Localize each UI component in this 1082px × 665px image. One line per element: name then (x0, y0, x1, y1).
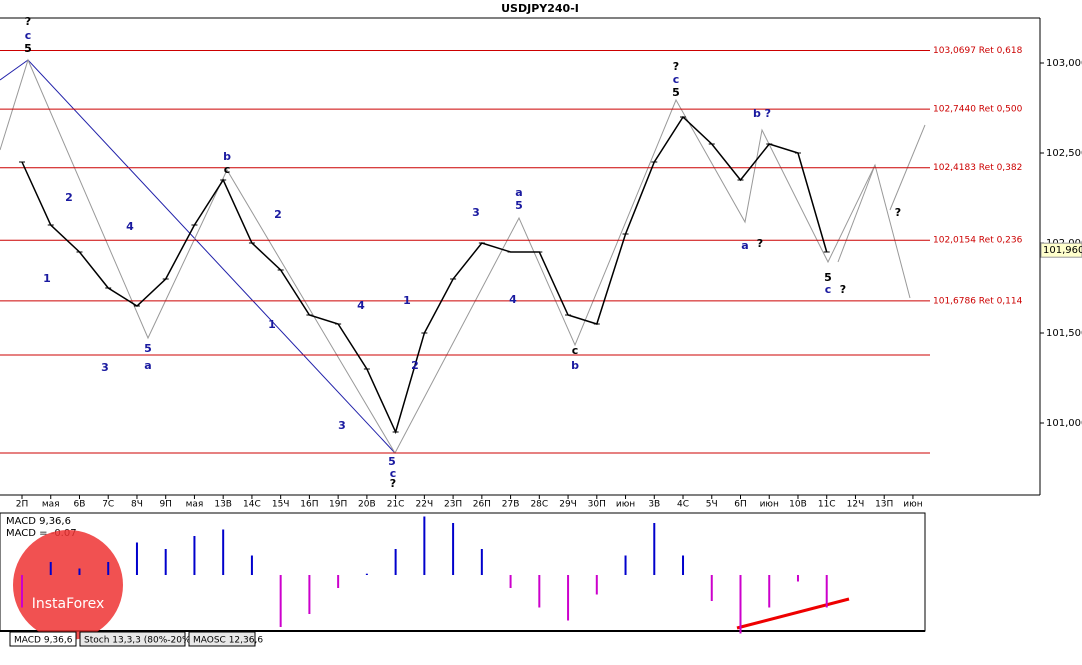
wave-label: c (25, 29, 32, 42)
wave-label: 5 (672, 86, 680, 99)
y-tick-label: 101,000 (1046, 418, 1082, 429)
macd-title: MACD 9,36,6 (6, 516, 71, 527)
wave-label: 5 (144, 342, 152, 355)
wave-label: c (390, 467, 397, 480)
wave-label: b (571, 359, 579, 372)
macd-caption: MACD = -0.07 (6, 528, 77, 539)
x-tick-label: 9П (159, 500, 172, 510)
tab-label: MAOSC 12,36,6 (193, 636, 263, 646)
x-tick-label: 23П (444, 500, 462, 510)
fib-label: 102,0154 Ret 0,236 (933, 236, 1023, 246)
zigzag (837, 164, 876, 263)
wave-label: c (224, 163, 231, 176)
chart-title: USDJPY240-I (501, 2, 579, 15)
wave-label: ? (25, 15, 31, 28)
wave-label: 5 (388, 455, 396, 468)
fib-label: 101,6786 Ret 0,114 (933, 296, 1023, 306)
x-tick-label: 29Ч (559, 500, 577, 510)
y-tick-label: 103,000 (1046, 58, 1082, 69)
wave-label: 4 (126, 220, 134, 233)
x-tick-label: 3В (648, 500, 660, 510)
x-tick-label: 26П (473, 500, 491, 510)
wave-label: a (144, 359, 151, 372)
wave-label: c (825, 283, 832, 296)
wave-label: 2 (65, 191, 73, 204)
x-tick-label: июн (903, 500, 922, 510)
x-tick-label: 2П (16, 500, 29, 510)
wave-label: ? (757, 237, 763, 250)
x-tick-label: 5Ч (706, 500, 718, 510)
wave-label: ? (390, 477, 396, 490)
last-price-box (1040, 242, 1082, 258)
zigzag (0, 58, 911, 455)
x-tick-label: 28С (530, 500, 548, 510)
x-tick-label: 30П (588, 500, 606, 510)
tab[interactable] (188, 631, 256, 647)
x-tick-label: 16П (300, 500, 318, 510)
x-tick-label: 13П (875, 500, 893, 510)
x-tick-label: 8Ч (131, 500, 143, 510)
tab-label: Stoch 13,3,3 (80%-20%) (84, 636, 194, 646)
wave-label: 1 (43, 272, 51, 285)
x-tick-label: мая (186, 500, 204, 510)
x-tick-label: 11С (818, 500, 836, 510)
x-tick-label: июн (616, 500, 635, 510)
wave-label: 5 (24, 42, 32, 55)
wave-label: 1 (403, 294, 411, 307)
x-tick-label: 6П (734, 500, 747, 510)
wave-label: 2 (274, 208, 282, 221)
wave-label: ? (840, 283, 846, 296)
x-tick-label: мая (42, 500, 60, 510)
x-tick-label: 12Ч (847, 500, 865, 510)
wave-label: 3 (472, 206, 480, 219)
x-tick-label: 21С (387, 500, 405, 510)
logo-text: InstaForex (32, 596, 105, 612)
x-tick-label: 19П (329, 500, 347, 510)
wave-label: c (673, 73, 680, 86)
wave-label: 3 (101, 361, 109, 374)
fib-label: 102,7440 Ret 0,500 (933, 105, 1023, 115)
logo-badge (13, 530, 123, 640)
fib-label: 103,0697 Ret 0,618 (933, 46, 1023, 56)
wave-label: 2 (411, 359, 419, 372)
x-tick-label: 20В (358, 500, 376, 510)
x-tick-label: 10В (789, 500, 807, 510)
x-tick-label: 13В (214, 500, 232, 510)
tab[interactable] (9, 631, 77, 647)
wave-label: 4 (357, 299, 365, 312)
wave-label: a (515, 186, 522, 199)
wave-label: ? (673, 60, 679, 73)
wave-label: b ? (753, 107, 771, 120)
x-tick-label: 4С (677, 500, 689, 510)
y-tick-label: 101,500 (1046, 328, 1082, 339)
tab-label: MACD 9,36,6 (14, 636, 73, 646)
x-tick-label: 14С (243, 500, 261, 510)
wave-label: 3 (338, 419, 346, 432)
x-tick-label: июн (760, 500, 779, 510)
trend-line (736, 597, 850, 630)
wave-label: b (223, 150, 231, 163)
x-tick-label: 7С (102, 500, 114, 510)
wave-label: 5 (824, 271, 832, 284)
x-tick-label: 27В (502, 500, 520, 510)
wave-label: 5 (515, 199, 523, 212)
wave-label: c (572, 344, 579, 357)
y-tick-label: 102,500 (1046, 148, 1082, 159)
x-tick-label: 6В (74, 500, 86, 510)
wave-label: 1 (268, 318, 276, 331)
logo: InstaForex (13, 530, 123, 640)
x-tick-label: 22Ч (416, 500, 434, 510)
wave-label: 4 (509, 293, 517, 306)
wave-label: a (741, 239, 748, 252)
x-tick-label: 15Ч (272, 500, 290, 510)
fib-label: 102,4183 Ret 0,382 (933, 163, 1022, 173)
last-price-label: 101,960 (1043, 245, 1082, 256)
wave-label: ? (895, 206, 901, 219)
tab[interactable] (79, 631, 186, 647)
